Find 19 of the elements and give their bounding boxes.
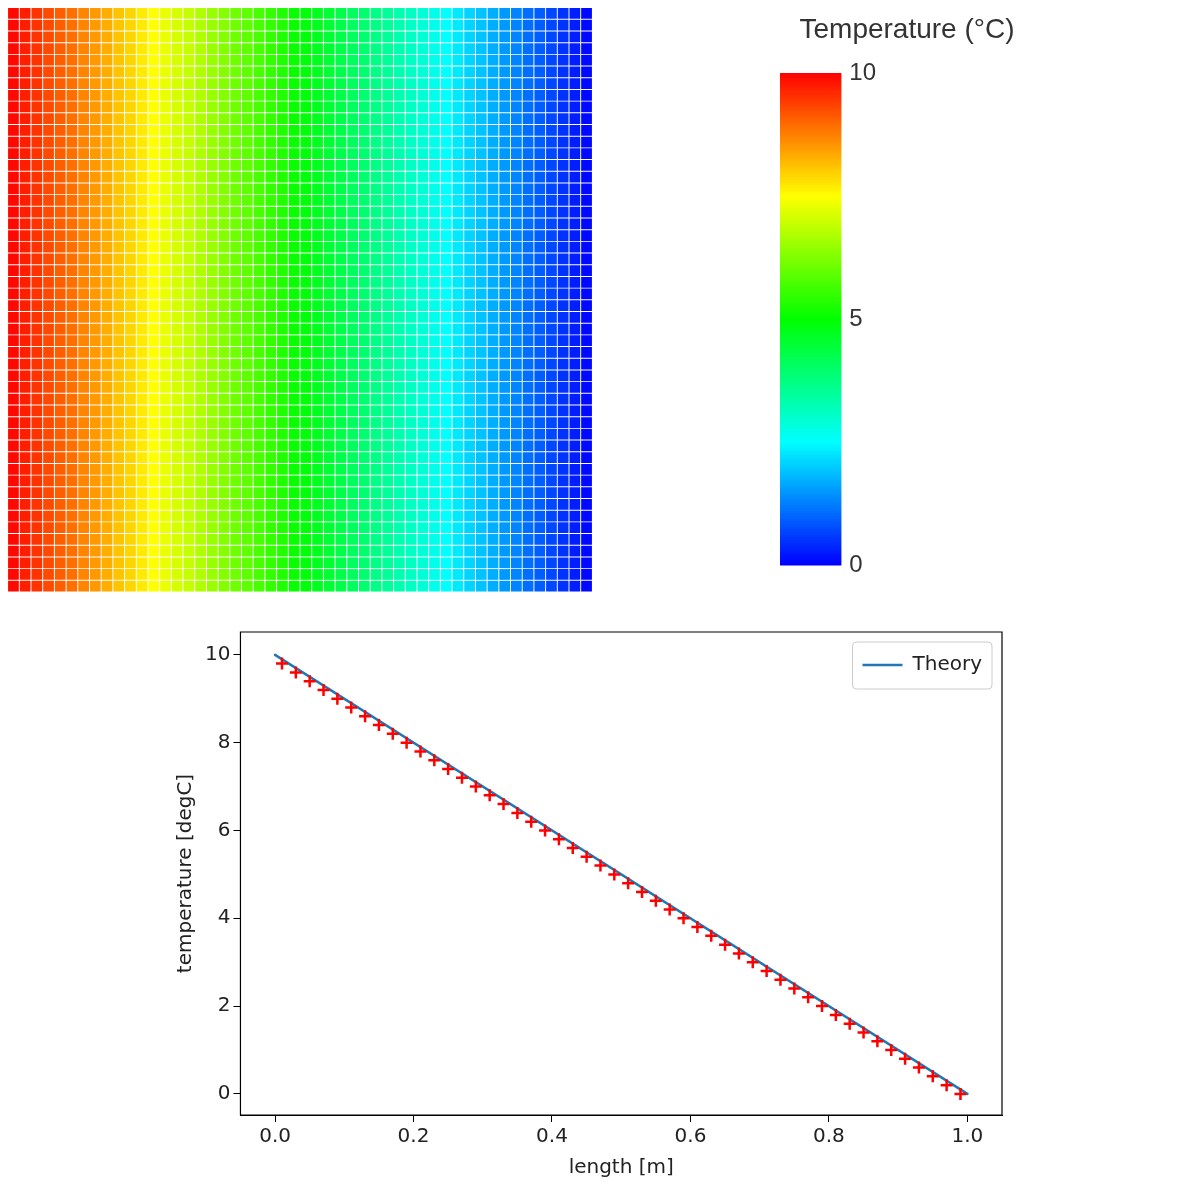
x-tick-label: 0.6 <box>674 1123 707 1148</box>
x-tick-label: 0.2 <box>397 1123 430 1148</box>
y-tick-label: 6 <box>217 816 231 841</box>
y-tick-label: 8 <box>217 728 231 753</box>
x-tick-label: 1.0 <box>951 1123 984 1148</box>
x-axis-title: length [m] <box>568 1154 674 1179</box>
color-bar-label: 10 <box>849 57 877 85</box>
legend-label: Theory <box>911 651 983 676</box>
x-tick-label: 0.0 <box>259 1123 291 1148</box>
color-bar-label: 5 <box>849 303 863 331</box>
y-tick-label: 10 <box>205 641 231 666</box>
y-tick-label: 0 <box>217 1080 231 1105</box>
color-bar-label: 0 <box>849 549 863 577</box>
y-axis-title: temperature [degC] <box>172 773 197 974</box>
x-tick-label: 0.8 <box>813 1123 845 1148</box>
y-tick-label: 4 <box>217 904 231 929</box>
y-tick-label: 2 <box>217 992 231 1017</box>
color-bar-title: Temperature (°C) <box>799 12 1015 44</box>
x-tick-label: 0.4 <box>536 1123 568 1148</box>
